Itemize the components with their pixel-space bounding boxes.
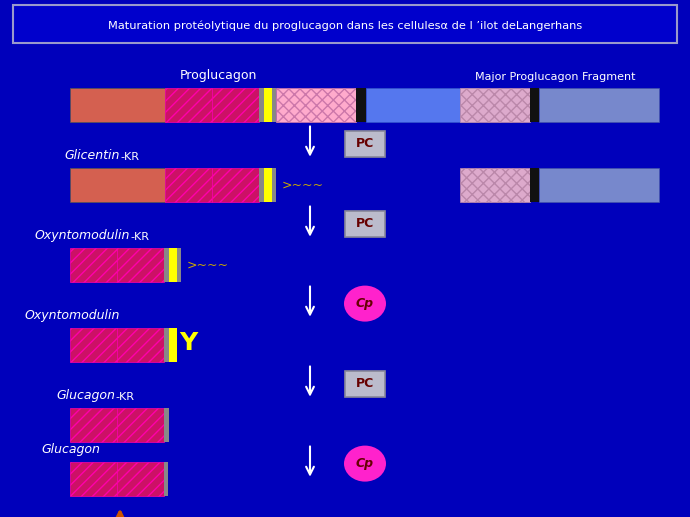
Bar [164,248,169,282]
Bar [212,168,259,202]
Bar [259,168,264,202]
Text: ‑KR: ‑KR [115,392,134,402]
Text: ‑KR: ‑KR [120,152,139,162]
Bar [117,248,164,282]
Text: Major Proglucagon Fragment: Major Proglucagon Fragment [475,72,635,82]
Text: Oxyntomodulin: Oxyntomodulin [34,229,130,242]
Bar [530,88,539,121]
Text: >~~~: >~~~ [282,178,324,191]
Bar [539,88,659,121]
Text: Glucagon: Glucagon [41,443,100,456]
Text: Proglucagon: Proglucagon [179,69,257,82]
Text: ‑KR: ‑KR [130,232,149,242]
Bar [164,408,169,442]
Bar [460,168,530,202]
Bar [539,168,659,202]
Bar [366,88,476,121]
Ellipse shape [344,446,386,482]
Bar [460,88,530,121]
Text: Maturation protéolytique du proglucagon dans les cellulesα de l ’ilot deLangerha: Maturation protéolytique du proglucagon … [108,21,582,31]
Bar [117,328,164,361]
Bar [70,248,117,282]
Bar [70,328,117,361]
Bar [165,88,212,121]
Text: Y: Y [179,331,197,355]
Bar [212,88,259,121]
Text: Cp: Cp [356,297,374,310]
FancyBboxPatch shape [345,131,385,157]
FancyBboxPatch shape [13,5,677,43]
Bar [177,248,181,282]
Bar [70,88,165,121]
Bar [164,328,169,361]
Bar [530,168,539,202]
Bar [259,88,264,121]
Text: Cp: Cp [356,457,374,470]
Text: Glicentin: Glicentin [65,149,120,162]
Bar [117,462,164,496]
Bar [164,462,168,496]
Bar [264,88,272,121]
Bar [165,168,212,202]
Text: PC: PC [356,217,374,230]
Text: PC: PC [356,377,374,390]
Bar [276,88,356,121]
Text: >~~~: >~~~ [187,258,229,271]
Bar [264,168,272,202]
FancyBboxPatch shape [345,210,385,237]
FancyBboxPatch shape [345,371,385,397]
Bar [272,88,276,121]
Bar [117,408,164,442]
Bar [70,462,117,496]
Bar [356,88,366,121]
Bar [272,168,276,202]
Bar [70,168,165,202]
Text: Glucagon: Glucagon [56,389,115,402]
Bar [169,328,177,361]
Bar [70,408,117,442]
Text: PC: PC [356,137,374,150]
Ellipse shape [344,285,386,322]
Text: Oxyntomodulin: Oxyntomodulin [25,309,120,322]
Bar [169,248,177,282]
